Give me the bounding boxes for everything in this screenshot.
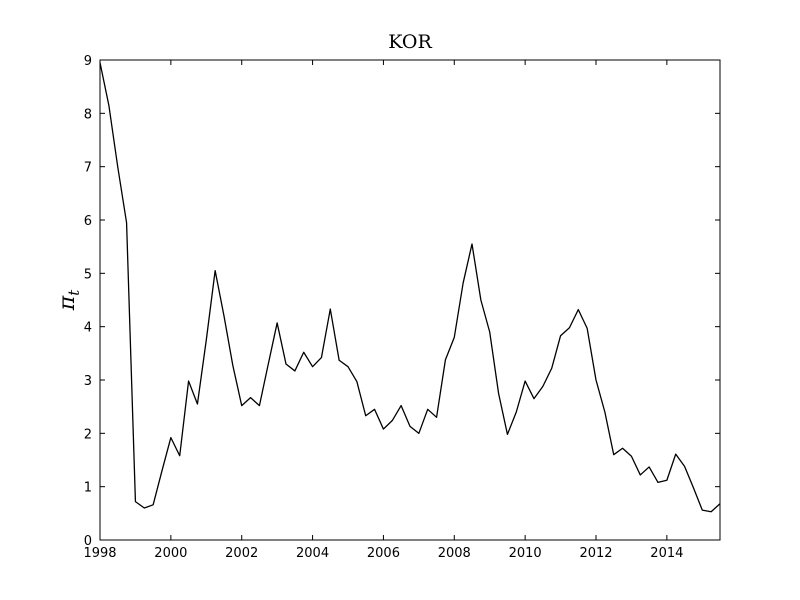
y-tick-label: 7 [84, 161, 92, 176]
x-tick-label: 2014 [650, 546, 683, 561]
x-tick-label: 2006 [367, 546, 400, 561]
x-tick-label: 1998 [83, 546, 116, 561]
y-tick-label: 1 [84, 481, 92, 496]
y-tick-label: 9 [84, 54, 92, 69]
y-axis-label-symbol: π [55, 295, 80, 311]
x-tick-label: 2010 [509, 546, 542, 561]
chart-title: KOR [388, 31, 432, 53]
x-tick-label: 2002 [225, 546, 258, 561]
y-tick-label: 5 [84, 267, 92, 282]
x-tick-label: 2000 [154, 546, 187, 561]
y-tick-label: 4 [84, 321, 92, 336]
x-axis: 1998 2000 2002 2004 2006 2008 2010 2012 2014 [83, 60, 683, 561]
x-tick-label: 2004 [296, 546, 329, 561]
y-tick-label: 3 [84, 374, 92, 389]
y-tick-label: 2 [84, 427, 92, 442]
y-tick-label: 8 [84, 107, 92, 122]
y-axis-label-subscript: t [65, 289, 83, 296]
x-tick-label: 2012 [579, 546, 612, 561]
x-tick-label: 2008 [438, 546, 471, 561]
y-axis-label: πt [55, 289, 83, 311]
y-tick-label: 6 [84, 214, 92, 229]
plot-area-frame [99, 59, 721, 541]
y-tick-label: 0 [84, 534, 92, 549]
y-axis: 0 1 2 3 4 5 6 7 8 9 [84, 54, 720, 549]
series-line-kor [99, 62, 721, 513]
